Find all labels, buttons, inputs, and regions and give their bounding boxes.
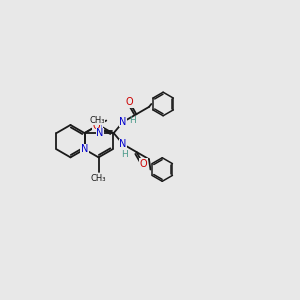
Text: N: N: [119, 117, 127, 127]
Text: O: O: [93, 121, 100, 131]
Text: O: O: [126, 97, 133, 107]
Text: N: N: [119, 139, 127, 149]
Text: O: O: [140, 159, 147, 169]
Text: N: N: [81, 144, 88, 154]
Text: N: N: [95, 120, 102, 130]
Text: CH₃: CH₃: [91, 174, 106, 183]
Text: N: N: [96, 128, 103, 138]
Text: CH₃: CH₃: [89, 116, 105, 125]
Text: H: H: [129, 116, 136, 125]
Text: H: H: [121, 150, 128, 159]
